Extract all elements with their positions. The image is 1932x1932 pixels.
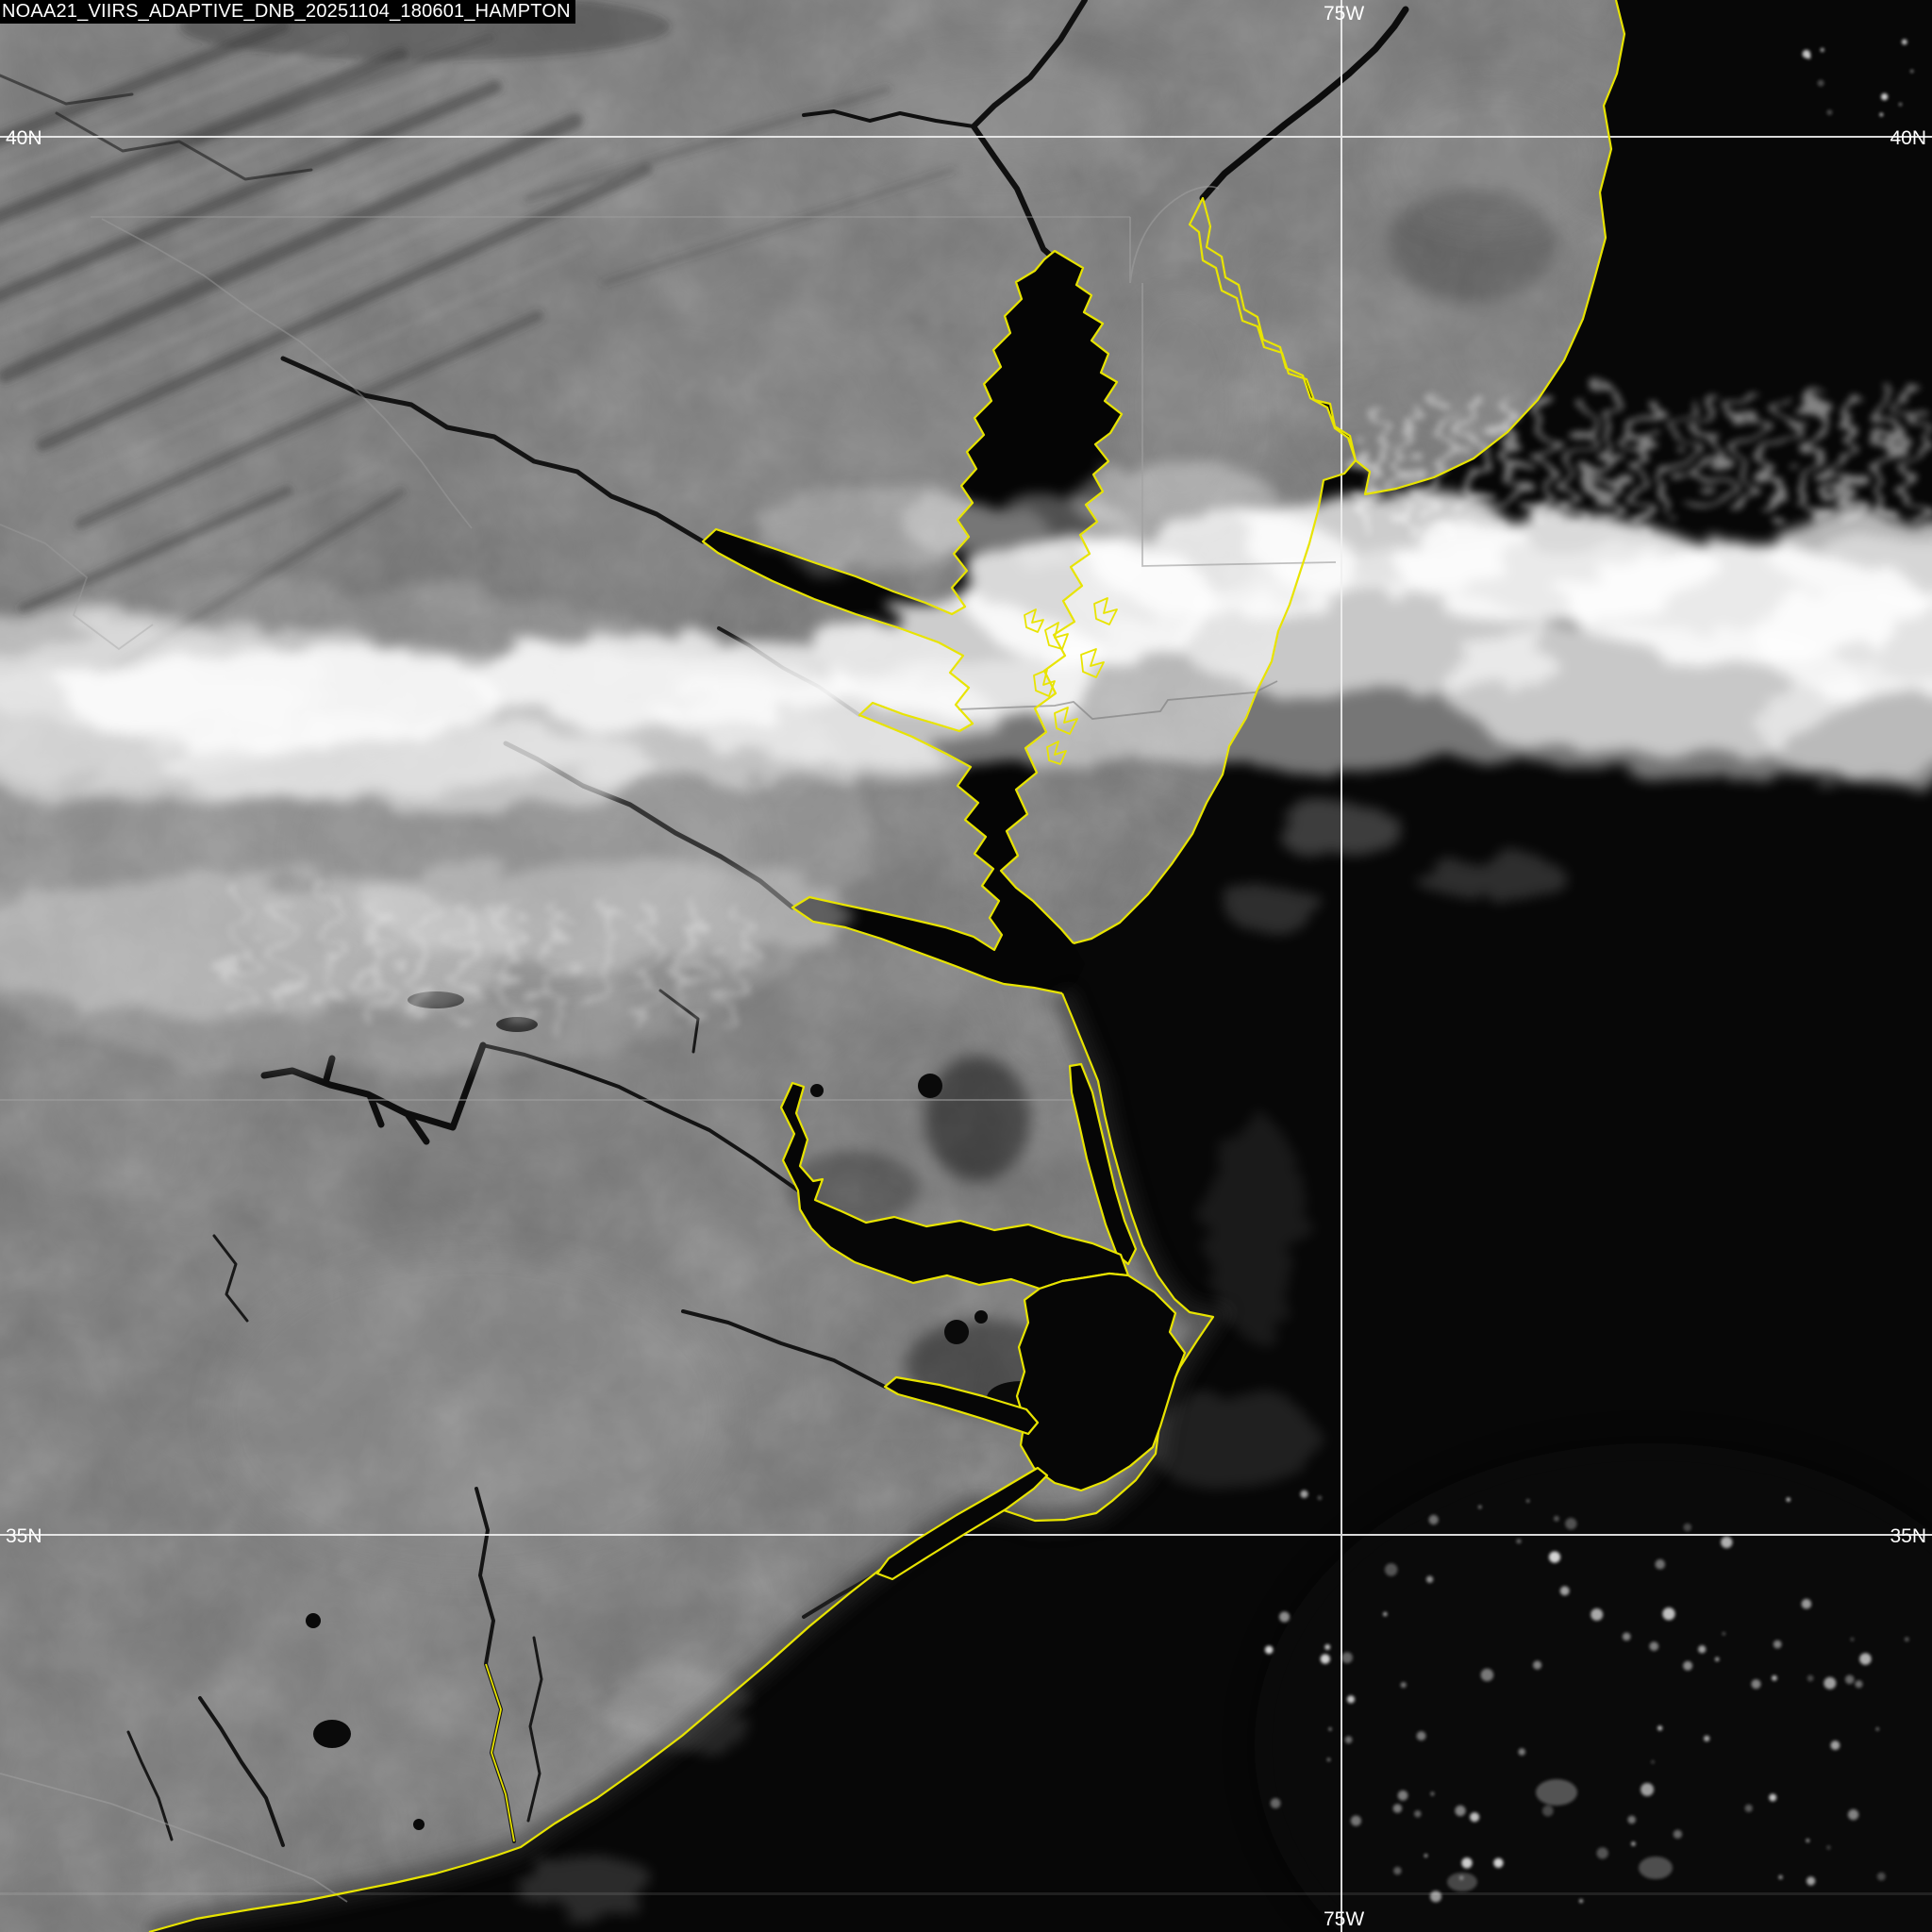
boundary-de-md (1141, 283, 1337, 567)
state-boundary-lines (0, 185, 1337, 1903)
bay-islands (1024, 597, 1118, 765)
sound-currituck (1068, 1062, 1138, 1266)
river-pamlico-arm (883, 1375, 1040, 1436)
coastline-nj-delmarva (1073, 0, 1626, 945)
coastline-chesapeake (701, 249, 1124, 995)
graticule-label-35n-left: 35N (6, 1525, 42, 1547)
boundary-va-wv (101, 218, 473, 529)
river-susquehanna (971, 0, 1088, 259)
graticule-label-40n-right: 40N (1890, 127, 1926, 149)
lake-drummond (918, 1074, 942, 1098)
ocean-shading (1255, 1443, 1932, 1932)
graticule-label-40n-left: 40N (6, 127, 42, 149)
river-potomac-upper (280, 356, 706, 544)
sound-albemarle (779, 1081, 1130, 1291)
boundary-de-arc (1129, 185, 1220, 284)
cape-fear-river-mouth (485, 1663, 515, 1842)
river-delaware (1199, 6, 1409, 202)
cloud-layer (0, 39, 1932, 1910)
boundary-nc-sc (0, 1773, 348, 1903)
graticule-labels: 75W 75W 40N 40N 35N 35N (6, 3, 1926, 1930)
graticule-label-75w-bottom: 75W (1324, 1908, 1364, 1930)
graticule-label-75w-top: 75W (1324, 3, 1364, 25)
cumulus-speckles (1264, 39, 1914, 1903)
boundary-va-md-bay (958, 680, 1278, 720)
coastline-nc (148, 992, 1215, 1932)
product-title: NOAA21_VIIRS_ADAPTIVE_DNB_20251104_18060… (0, 0, 575, 24)
river-neuse-arm (875, 1466, 1049, 1581)
coastline-overlay (148, 0, 1626, 1932)
graticule-label-35n-right: 35N (1890, 1525, 1926, 1547)
